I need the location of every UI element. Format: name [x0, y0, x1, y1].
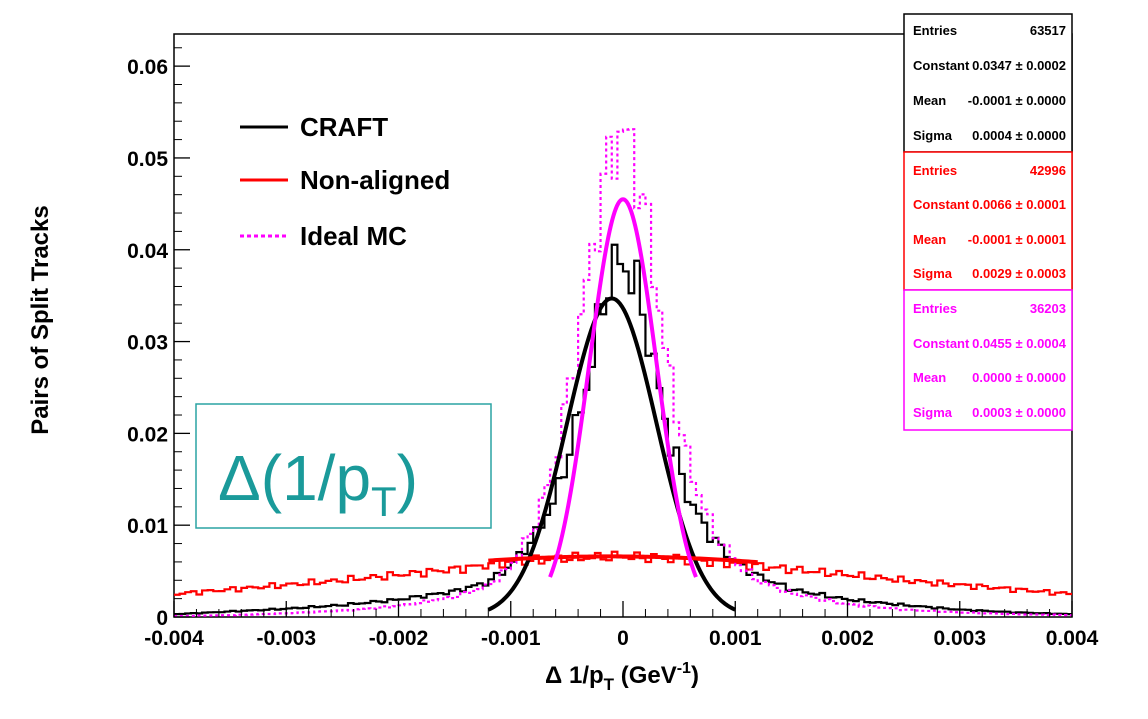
- y-tick-label: 0.02: [127, 423, 168, 446]
- x-tick-label: -0.004: [144, 627, 204, 650]
- histogram-craft: [174, 243, 1072, 616]
- stats-box-non-aligned-frame: [903, 151, 1073, 291]
- stats-craft-sigma-value: 0.0004 ± 0.0000: [972, 128, 1066, 143]
- gaussian-fit-ideal-mc: [548, 197, 698, 578]
- stats-non-aligned-entries-value: 42996: [1030, 163, 1066, 178]
- x-tick-label: 0.003: [933, 627, 986, 650]
- series-layer: [174, 128, 1072, 618]
- stats-non-aligned-entries-label: Entries: [913, 163, 957, 178]
- stats-non-aligned-constant-label: Constant: [913, 197, 970, 212]
- stats-boxes: Entries 63517 Constant 0.0347 ± 0.0002 M…: [903, 13, 1073, 431]
- x-tick-label: 0.004: [1046, 627, 1099, 650]
- stats-box-ideal-mc: Entries 36203 Constant 0.0455 ± 0.0004 M…: [903, 289, 1073, 431]
- histogram-ideal-mc: [174, 128, 1072, 618]
- stats-craft-mean-label: Mean: [913, 93, 946, 108]
- x-tick-label: -0.003: [256, 627, 316, 650]
- stats-ideal-mc-entries-value: 36203: [1030, 301, 1066, 316]
- stats-ideal-mc-mean-value: 0.0000 ± 0.0000: [972, 370, 1066, 385]
- stats-craft-entries-label: Entries: [913, 23, 957, 38]
- stats-craft-mean-value: -0.0001 ± 0.0000: [968, 93, 1066, 108]
- gaussian-fit-non-aligned: [488, 554, 758, 565]
- x-tick-label: -0.002: [369, 627, 429, 650]
- y-axis-label: Pairs of Split Tracks: [27, 205, 54, 434]
- stats-box-non-aligned: Entries 42996 Constant 0.0066 ± 0.0001 M…: [903, 151, 1073, 291]
- stats-ideal-mc-entries-label: Entries: [913, 301, 957, 316]
- x-tick-label: 0: [617, 627, 629, 650]
- x-tick-label: -0.001: [481, 627, 541, 650]
- y-tick-label: 0.06: [127, 56, 168, 79]
- stats-box-craft-frame: [903, 13, 1073, 153]
- gaussian-fit-craft: [487, 296, 737, 612]
- stats-non-aligned-sigma-label: Sigma: [913, 266, 953, 281]
- stats-ideal-mc-mean-label: Mean: [913, 370, 946, 385]
- stats-craft-entries-value: 63517: [1030, 23, 1066, 38]
- ticks-layer: -0.004 -0.003 -0.002 -0.001 0 0.001 0.002 0.003…: [127, 47, 1099, 650]
- stats-ideal-mc-sigma-value: 0.0003 ± 0.0000: [972, 405, 1066, 420]
- x-axis-label: Δ 1/pT (GeV-1): [545, 660, 699, 694]
- stats-non-aligned-sigma-value: 0.0029 ± 0.0003: [972, 266, 1066, 281]
- stats-non-aligned-constant-value: 0.0066 ± 0.0001: [972, 197, 1066, 212]
- legend-label-ideal-mc: Ideal MC: [300, 221, 407, 251]
- y-tick-label: 0.03: [127, 332, 168, 355]
- stats-ideal-mc-constant-value: 0.0455 ± 0.0004: [972, 336, 1067, 351]
- stats-box-ideal-mc-frame: [903, 289, 1073, 431]
- x-tick-label: 0.001: [709, 627, 762, 650]
- y-tick-label: 0.04: [127, 240, 168, 263]
- legend: CRAFT Non-aligned Ideal MC: [240, 112, 450, 251]
- legend-label-craft: CRAFT: [300, 112, 388, 142]
- annotation-frame: [195, 403, 492, 529]
- stats-box-craft: Entries 63517 Constant 0.0347 ± 0.0002 M…: [903, 13, 1073, 153]
- stats-non-aligned-mean-value: -0.0001 ± 0.0001: [968, 232, 1066, 247]
- y-tick-label: 0.05: [127, 148, 168, 171]
- y-tick-label: 0.01: [127, 515, 168, 538]
- stats-non-aligned-mean-label: Mean: [913, 232, 946, 247]
- x-tick-label: 0.002: [821, 627, 874, 650]
- stats-ideal-mc-sigma-label: Sigma: [913, 405, 953, 420]
- stats-ideal-mc-constant-label: Constant: [913, 336, 970, 351]
- stats-craft-constant-label: Constant: [913, 58, 970, 73]
- legend-label-non-aligned: Non-aligned: [300, 165, 450, 195]
- annotation-box: Δ(1/pT): [195, 403, 492, 529]
- annotation-text: Δ(1/pT): [218, 442, 418, 525]
- stats-craft-sigma-label: Sigma: [913, 128, 953, 143]
- stats-craft-constant-value: 0.0347 ± 0.0002: [972, 58, 1066, 73]
- y-tick-label: 0: [156, 607, 168, 630]
